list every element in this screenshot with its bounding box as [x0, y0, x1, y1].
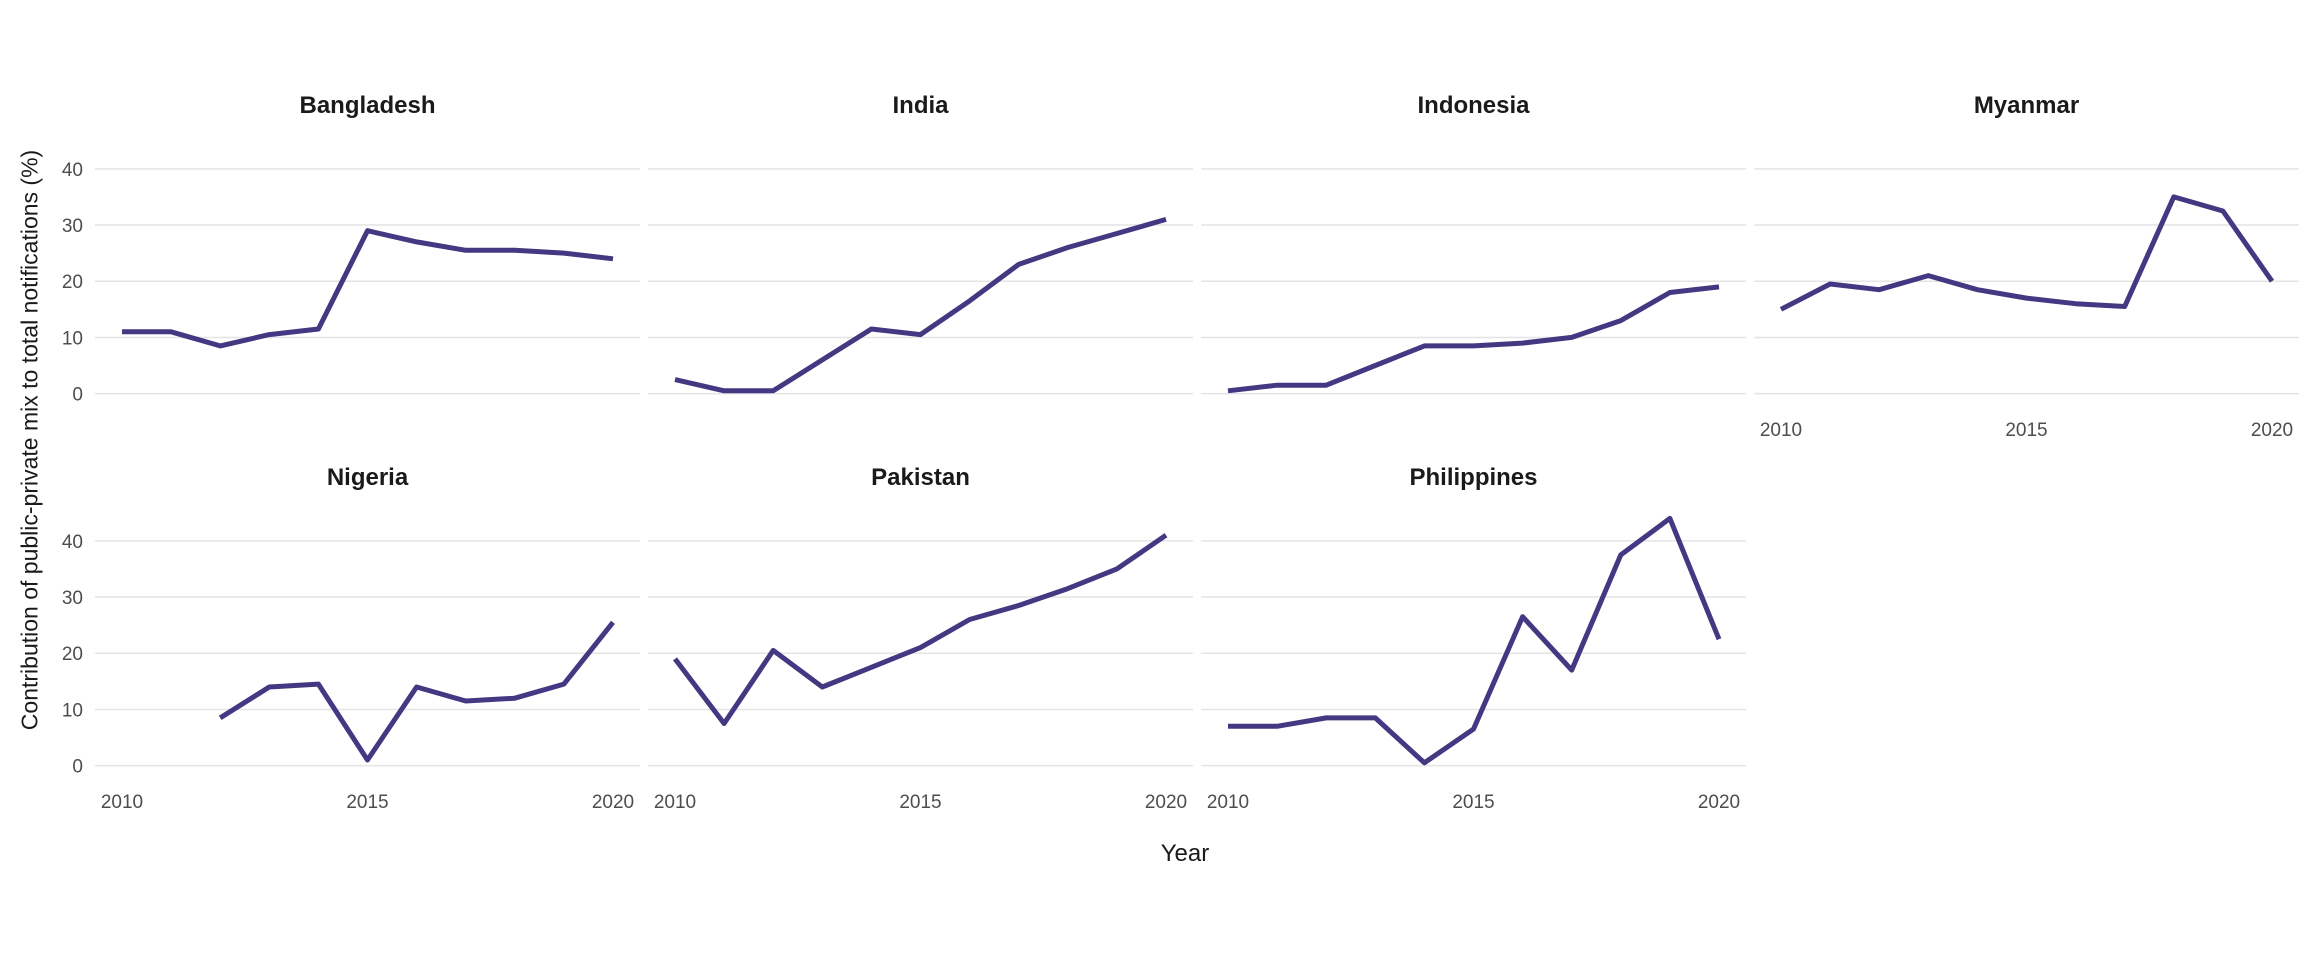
y-tick-label: 40 [62, 160, 83, 181]
line-chart-myanmar: 2010 2015 2020 [1754, 168, 2299, 441]
panels-grid: Bangladesh 0 10 20 30 40 India Indonesia Mya… [62, 78, 2299, 822]
line-chart-india [648, 168, 1193, 395]
panel-pakistan: Pakistan 2010 2015 2020 [648, 450, 1193, 822]
panel-indonesia: Indonesia [1201, 78, 1746, 450]
panel-nigeria: Nigeria 0 10 20 30 40 2010 2015 2020 [62, 450, 640, 822]
panel-myanmar: Myanmar 2010 2015 2020 [1754, 78, 2299, 450]
panel-title-india: India [892, 92, 949, 119]
panel-title-pakistan: Pakistan [871, 464, 970, 491]
line-chart-pakistan: 2010 2015 2020 [648, 533, 1193, 813]
x-tick-label: 2015 [2005, 420, 2047, 441]
trend-line-india [674, 216, 1167, 394]
y-axis-title: Contribution of public-private mix to to… [16, 149, 43, 731]
trend-line-myanmar [1779, 194, 2275, 312]
line-chart-philippines: 2010 2015 2020 [1201, 515, 1746, 813]
x-tick-label: 2020 [2251, 420, 2293, 441]
panel-bangladesh: Bangladesh 0 10 20 30 40 [62, 78, 640, 450]
y-tick-label: 40 [62, 532, 83, 553]
y-tick-label: 30 [62, 216, 83, 237]
panel-philippines: Philippines 2010 2015 2020 [1201, 450, 1746, 822]
panel-title-nigeria: Nigeria [326, 464, 409, 491]
trend-line-indonesia [1227, 284, 1720, 394]
panel-title-myanmar: Myanmar [1973, 92, 2080, 119]
x-tick-label: 2010 [101, 792, 143, 813]
x-tick-label: 2015 [899, 792, 941, 813]
x-tick-label: 2015 [1452, 792, 1494, 813]
x-tick-label: 2020 [1698, 792, 1740, 813]
panel-india: India [648, 78, 1193, 450]
y-tick-label: 10 [62, 700, 83, 721]
y-tick-label: 20 [62, 272, 83, 293]
y-tick-label: 20 [62, 644, 83, 665]
trend-line-pakistan [673, 533, 1168, 726]
x-axis-title: Year [1160, 840, 1210, 867]
y-tick-label: 0 [72, 757, 83, 778]
y-tick-label: 30 [62, 588, 83, 609]
y-tick-label: 0 [72, 385, 83, 406]
line-chart-indonesia [1201, 168, 1746, 395]
x-tick-label: 2010 [654, 792, 696, 813]
trend-line-bangladesh [122, 228, 614, 349]
line-chart-nigeria: 0 10 20 30 40 2010 2015 2020 [62, 532, 640, 813]
panel-title-indonesia: Indonesia [1417, 92, 1530, 119]
panel-title-philippines: Philippines [1409, 464, 1538, 491]
trend-line-philippines [1228, 515, 1722, 766]
x-tick-label: 2010 [1207, 792, 1249, 813]
line-chart-bangladesh: 0 10 20 30 40 [62, 160, 640, 406]
panel-title-bangladesh: Bangladesh [299, 92, 436, 119]
x-tick-label: 2020 [1145, 792, 1187, 813]
x-tick-label: 2010 [1760, 420, 1802, 441]
x-tick-label: 2020 [592, 792, 634, 813]
y-tick-label: 10 [62, 328, 83, 349]
trend-line-nigeria [218, 620, 615, 763]
x-tick-label: 2015 [346, 792, 388, 813]
